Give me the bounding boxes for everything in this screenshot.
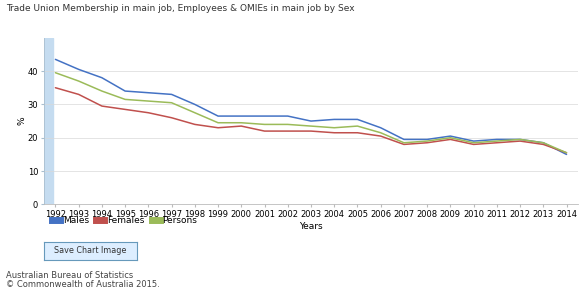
Females: [214, 126, 221, 129]
Persons: [563, 151, 570, 155]
Males: [540, 141, 547, 144]
Males: [401, 138, 408, 141]
Persons: [331, 126, 338, 129]
Males: [517, 138, 524, 141]
Females: [540, 143, 547, 146]
Line: Persons: Persons: [55, 73, 566, 153]
Males: [75, 68, 82, 71]
Persons: [98, 89, 105, 93]
Females: [447, 138, 454, 141]
Persons: [52, 71, 59, 75]
Males: [238, 114, 245, 118]
Males: [470, 139, 477, 143]
Persons: [121, 98, 128, 101]
Females: [423, 141, 430, 144]
Females: [121, 108, 128, 111]
Persons: [284, 123, 291, 126]
Males: [354, 118, 361, 121]
Line: Females: Females: [55, 88, 566, 153]
Persons: [308, 124, 315, 128]
Text: © Commonwealth of Australia 2015.: © Commonwealth of Australia 2015.: [6, 280, 159, 289]
Persons: [192, 111, 199, 115]
Persons: [447, 136, 454, 139]
Persons: [75, 79, 82, 83]
Males: [145, 91, 152, 95]
Males: [98, 76, 105, 79]
Females: [563, 151, 570, 155]
Females: [52, 86, 59, 90]
Persons: [145, 99, 152, 103]
Persons: [470, 141, 477, 144]
Females: [98, 104, 105, 108]
Females: [354, 131, 361, 135]
Persons: [354, 124, 361, 128]
Males: [284, 114, 291, 118]
Persons: [517, 138, 524, 141]
Males: [331, 118, 338, 121]
Males: [214, 114, 221, 118]
Persons: [401, 141, 408, 144]
Persons: [168, 101, 175, 104]
Females: [401, 143, 408, 146]
Males: [493, 138, 500, 141]
Persons: [377, 131, 384, 135]
Text: Save Chart Image: Save Chart Image: [54, 246, 127, 255]
Females: [470, 143, 477, 146]
Males: [308, 119, 315, 123]
Females: [75, 93, 82, 96]
Line: Males: Males: [55, 59, 566, 154]
Persons: [423, 139, 430, 143]
Persons: [238, 121, 245, 124]
Males: [168, 93, 175, 96]
Females: [238, 124, 245, 128]
Persons: [214, 121, 221, 124]
Persons: [493, 139, 500, 143]
Females: [308, 129, 315, 133]
Females: [331, 131, 338, 135]
Females: [168, 116, 175, 119]
Persons: [261, 123, 268, 126]
Males: [447, 134, 454, 138]
Females: [517, 139, 524, 143]
Text: Trade Union Membership in main job, Employees & OMIEs in main job by Sex: Trade Union Membership in main job, Empl…: [6, 4, 354, 13]
Y-axis label: %: %: [18, 117, 26, 125]
Males: [261, 114, 268, 118]
Legend: Males, Females, Persons: Males, Females, Persons: [48, 213, 201, 229]
Males: [423, 138, 430, 141]
X-axis label: Years: Years: [299, 222, 323, 231]
Males: [563, 153, 570, 156]
Bar: [44, 38, 53, 204]
Females: [284, 129, 291, 133]
Males: [52, 58, 59, 61]
Text: Australian Bureau of Statistics: Australian Bureau of Statistics: [6, 271, 133, 280]
Females: [261, 129, 268, 133]
Males: [377, 126, 384, 129]
Females: [145, 111, 152, 115]
Persons: [540, 141, 547, 144]
Males: [121, 89, 128, 93]
Females: [192, 123, 199, 126]
Males: [192, 103, 199, 106]
Females: [493, 141, 500, 144]
Females: [377, 134, 384, 138]
